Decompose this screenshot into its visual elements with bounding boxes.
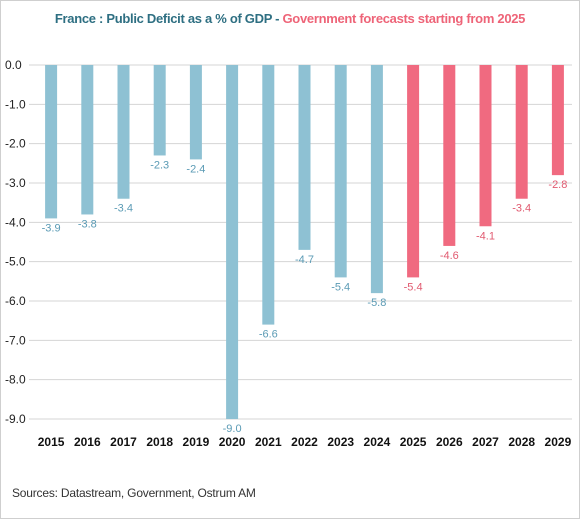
- actual-bar: [153, 65, 166, 156]
- x-tick-label: 2018: [146, 435, 173, 449]
- x-tick-label: 2016: [74, 435, 101, 449]
- x-tick-label: 2023: [327, 435, 354, 449]
- y-tick-label: 0.0: [5, 58, 22, 72]
- y-tick-label: -4.0: [5, 215, 26, 229]
- y-tick-label: -2.0: [5, 137, 26, 151]
- y-tick-label: -7.0: [5, 333, 26, 347]
- actual-bar: [262, 65, 275, 325]
- actual-bar: [370, 65, 383, 294]
- data-label: -2.4: [186, 163, 205, 175]
- y-tick-label: -9.0: [5, 412, 26, 426]
- y-tick-label: -8.0: [5, 373, 26, 387]
- data-label: -5.8: [367, 297, 386, 309]
- data-label: -4.1: [476, 230, 495, 242]
- data-labels: -3.9 -3.8 -3.4 -2.3 -2.4 -9.0 -6.6 -4.7 -5.4 -5.8…: [42, 159, 568, 435]
- bars: [45, 65, 564, 419]
- x-tick-label: 2017: [110, 435, 137, 449]
- chart-title-main: France : Public Deficit as a % of GDP -: [54, 11, 283, 26]
- data-label: -5.4: [404, 281, 423, 293]
- forecast-bar: [551, 65, 564, 176]
- y-axis-ticks: 0.0 -1.0 -2.0 -3.0 -4.0 -5.0 -6.0 -7.0 -8.0 -9.0: [5, 58, 26, 426]
- chart-title: France : Public Deficit as a % of GDP - …: [0, 11, 580, 26]
- x-tick-label: 2029: [545, 435, 572, 449]
- x-tick-label: 2022: [291, 435, 318, 449]
- x-tick-label: 2021: [255, 435, 282, 449]
- data-label: -4.7: [295, 254, 314, 266]
- data-label: -3.9: [42, 222, 61, 234]
- actual-bar: [81, 65, 94, 215]
- forecast-bar: [407, 65, 420, 278]
- data-label: -2.3: [150, 159, 169, 171]
- x-axis-ticks: 2015 2016 2017 2018 2019 2020 2021 2022 2023 2024…: [38, 435, 572, 449]
- actual-bar: [117, 65, 130, 199]
- data-label: -6.6: [259, 329, 278, 341]
- data-label: -9.0: [223, 423, 242, 435]
- forecast-bar: [515, 65, 528, 199]
- actual-bar: [298, 65, 311, 250]
- y-tick-label: -5.0: [5, 255, 26, 269]
- x-tick-label: 2015: [38, 435, 65, 449]
- y-tick-label: -1.0: [5, 97, 26, 111]
- actual-bar: [189, 65, 202, 160]
- source-note: Sources: Datastream, Government, Ostrum …: [12, 486, 256, 500]
- data-label: -3.4: [512, 203, 531, 215]
- data-label: -4.6: [440, 250, 459, 262]
- actual-bar: [226, 65, 239, 419]
- x-tick-label: 2026: [436, 435, 463, 449]
- data-label: -3.8: [78, 218, 97, 230]
- forecast-bar: [443, 65, 456, 246]
- data-label: -5.4: [331, 281, 350, 293]
- y-tick-label: -3.0: [5, 176, 26, 190]
- actual-bar: [45, 65, 58, 219]
- forecast-bar: [479, 65, 492, 227]
- data-label: -3.4: [114, 203, 133, 215]
- x-tick-label: 2028: [508, 435, 535, 449]
- x-tick-label: 2025: [400, 435, 427, 449]
- chart-title-forecast: Government forecasts starting from 2025: [282, 11, 526, 26]
- x-tick-label: 2024: [364, 435, 391, 449]
- actual-bar: [334, 65, 347, 278]
- x-tick-label: 2027: [472, 435, 499, 449]
- x-tick-label: 2019: [183, 435, 210, 449]
- y-tick-label: -6.0: [5, 294, 26, 308]
- data-label: -2.8: [548, 179, 567, 191]
- x-tick-label: 2020: [219, 435, 246, 449]
